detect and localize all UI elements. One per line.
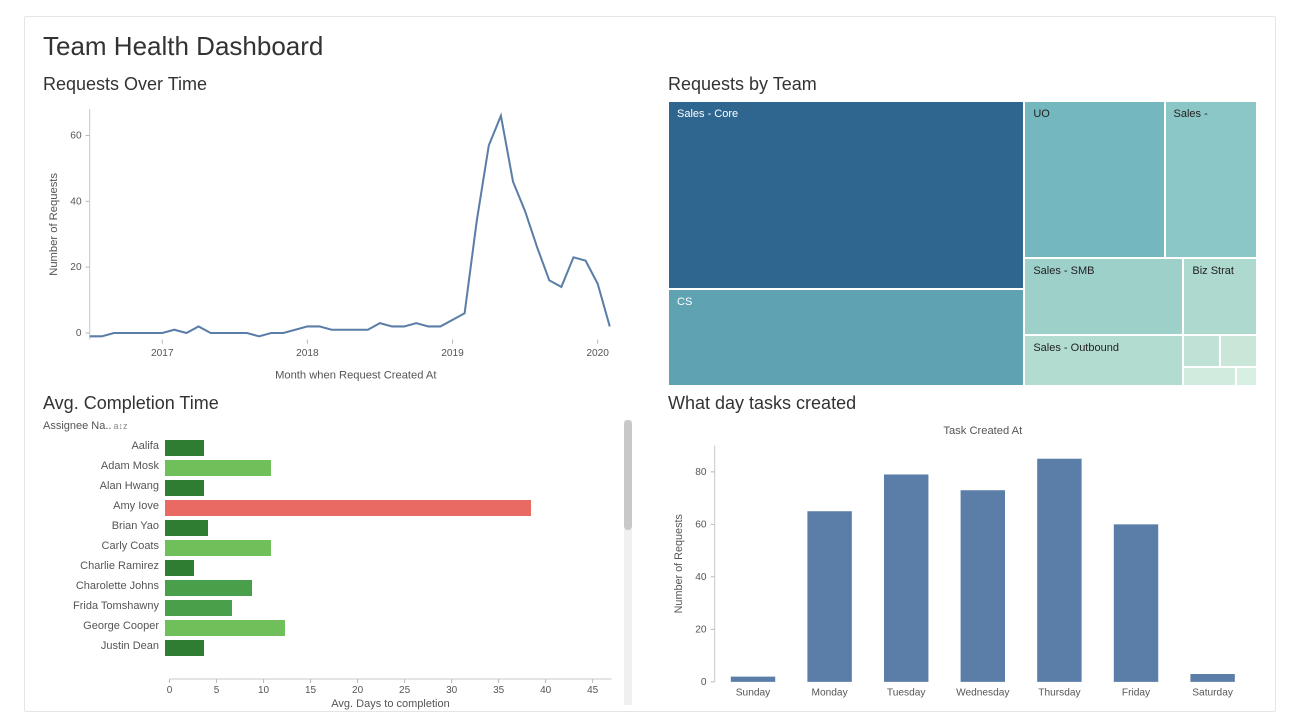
chart-title-tasks-day: What day tasks created [668,393,1257,414]
svg-text:Task Created At: Task Created At [943,424,1022,436]
completion-bar[interactable] [165,460,271,476]
treemap-rect[interactable] [1183,367,1236,387]
dashboard: Team Health Dashboard Requests Over Time… [24,16,1276,712]
svg-text:60: 60 [70,131,82,142]
svg-text:80: 80 [695,466,707,477]
day-bar[interactable] [961,490,1005,682]
day-bar[interactable] [807,511,851,682]
completion-bar[interactable] [165,640,204,656]
completion-bar[interactable] [165,480,204,496]
sort-icon[interactable]: a↕z [113,421,127,431]
panel-completion: Avg. Completion Time Assignee Na..a↕z Aa… [43,387,632,706]
svg-text:30: 30 [446,685,458,696]
completion-bar[interactable] [165,540,271,556]
assignee-name: Alan Hwang [43,476,165,496]
assignee-name: Adam Mosk [43,456,165,476]
completion-bar[interactable] [165,440,204,456]
assignee-name: Aalifa [43,436,165,456]
svg-text:Avg. Days to completion: Avg. Days to completion [331,698,449,710]
completion-bar[interactable] [165,500,531,516]
svg-text:Wednesday: Wednesday [956,687,1009,698]
completion-header[interactable]: Assignee Na..a↕z [43,420,165,436]
treemap-rect[interactable]: Biz Strat [1183,258,1257,335]
assignee-name: Justin Dean [43,636,165,656]
scrollbar-thumb[interactable] [624,420,632,530]
svg-text:20: 20 [352,685,364,696]
panel-requests-by-team: Requests by Team Sales - CoreCSUOSales -… [668,68,1257,387]
day-bar[interactable] [731,676,775,681]
svg-text:Thursday: Thursday [1038,687,1080,698]
svg-text:15: 15 [305,685,317,696]
svg-text:Friday: Friday [1122,687,1150,698]
assignee-name: Charlie Ramirez [43,556,165,576]
treemap-rect[interactable]: Sales - Outbound [1024,335,1183,386]
panel-requests-over-time: Requests Over Time 0 20 40 60 2017 2018 2019 20… [43,68,632,387]
panel-tasks-day: What day tasks created Task Created At 0 2… [668,387,1257,706]
svg-text:Monday: Monday [812,687,848,698]
row-bottom: Avg. Completion Time Assignee Na..a↕z Aa… [43,387,1257,706]
day-bar[interactable] [1190,673,1234,681]
svg-text:Month when Request Created At: Month when Request Created At [275,369,437,381]
day-bar[interactable] [1114,524,1158,682]
assignee-name: Brian Yao [43,516,165,536]
treemap-rect[interactable]: Sales - [1165,101,1257,258]
treemap-rect[interactable]: UO [1024,101,1164,258]
svg-text:0: 0 [76,328,82,339]
chart-title-completion: Avg. Completion Time [43,393,632,414]
svg-text:Number of Requests: Number of Requests [48,173,60,276]
svg-text:Saturday: Saturday [1192,687,1233,698]
treemap-rect[interactable]: Sales - SMB [1024,258,1183,335]
svg-text:Tuesday: Tuesday [887,687,926,698]
svg-text:Sunday: Sunday [736,687,770,698]
svg-text:2017: 2017 [151,348,174,359]
chart-tasks-day[interactable]: Task Created At 0 20 40 60 80 Number of Reques… [668,420,1257,706]
assignee-name: George Cooper [43,616,165,636]
completion-bar[interactable] [165,580,252,596]
svg-text:40: 40 [540,685,552,696]
completion-bar[interactable] [165,600,232,616]
completion-bar[interactable] [165,560,194,576]
treemap-rect[interactable]: CS [668,289,1024,386]
chart-requests-by-team[interactable]: Sales - CoreCSUOSales -Sales - SMBBiz St… [668,101,1257,387]
assignee-name: Carly Coats [43,536,165,556]
chart-completion[interactable]: Assignee Na..a↕z AalifaAdam MoskAlan Hwa… [43,420,632,706]
treemap-rect[interactable] [1236,367,1257,387]
row-top: Requests Over Time 0 20 40 60 2017 2018 2019 20… [43,68,1257,387]
svg-text:Number of Requests: Number of Requests [673,513,685,613]
completion-bar[interactable] [165,520,208,536]
completion-header-label: Assignee Na.. [43,420,111,432]
svg-text:40: 40 [695,571,707,582]
svg-text:25: 25 [399,685,411,696]
treemap-rect[interactable] [1220,335,1257,366]
svg-text:2020: 2020 [586,348,609,359]
svg-text:0: 0 [701,676,707,687]
svg-text:20: 20 [695,624,707,635]
assignee-name: Charolette Johns [43,576,165,596]
chart-requests-over-time[interactable]: 0 20 40 60 2017 2018 2019 2020 Number of Request… [43,101,632,387]
day-bar[interactable] [1037,458,1081,681]
svg-text:2019: 2019 [441,348,464,359]
svg-text:35: 35 [493,685,505,696]
svg-text:0: 0 [167,685,173,696]
svg-text:20: 20 [70,262,82,273]
completion-bar[interactable] [165,620,285,636]
page-title: Team Health Dashboard [43,31,1257,62]
chart-title-requests-over-time: Requests Over Time [43,74,632,95]
treemap-rect[interactable] [1183,335,1220,366]
day-bar[interactable] [884,474,928,681]
treemap-rect[interactable]: Sales - Core [668,101,1024,289]
svg-text:10: 10 [258,685,270,696]
svg-text:40: 40 [70,196,82,207]
svg-text:60: 60 [695,519,707,530]
svg-text:5: 5 [214,685,220,696]
scrollbar[interactable] [624,420,632,706]
svg-text:45: 45 [587,685,599,696]
chart-title-requests-by-team: Requests by Team [668,74,1257,95]
assignee-name: Amy Iove [43,496,165,516]
assignee-name: Frida Tomshawny [43,596,165,616]
svg-text:2018: 2018 [296,348,319,359]
